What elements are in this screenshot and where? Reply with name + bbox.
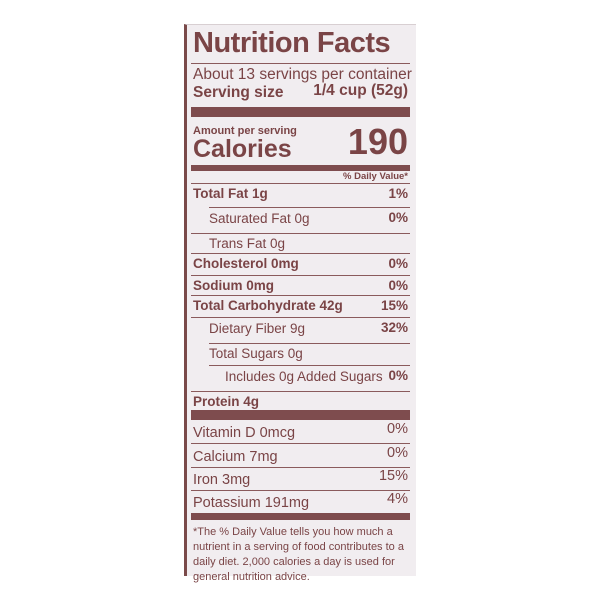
nutrient-daily-value: 32%	[380, 320, 408, 335]
vitamin-name: Potassium 191mg	[193, 495, 310, 511]
vitamin-daily-value: 15%	[378, 468, 408, 484]
nutrient-name: Sodium 0mg	[193, 278, 275, 293]
nutrient-name: Includes 0g Added Sugars	[225, 369, 383, 384]
thick-divider	[191, 410, 410, 420]
nutrient-daily-value: 1%	[388, 186, 408, 201]
servings-per-container: About 13 servings per container	[193, 66, 412, 83]
nutrient-daily-value: 0%	[388, 210, 408, 225]
nutrient-daily-value: 15%	[380, 298, 408, 313]
nutrient-name: Total Fat 1g	[193, 186, 268, 201]
nutrient-name: Protein 4g	[193, 394, 260, 409]
vitamin-daily-value: 0%	[387, 445, 408, 461]
nutrient-name: Saturated Fat 0g	[209, 211, 310, 226]
nutrition-facts-label: Nutrition Facts About 13 servings per co…	[184, 24, 416, 583]
medium-divider	[191, 165, 410, 171]
serving-size-label: Serving size	[193, 84, 284, 101]
nutrient-name: Cholesterol 0mg	[193, 256, 299, 271]
vitamin-name: Vitamin D 0mcg	[193, 425, 296, 441]
amount-per-serving: Amount per serving	[193, 125, 297, 137]
vitamin-name: Calcium 7mg	[193, 449, 278, 465]
daily-value-header: % Daily Value*	[343, 171, 408, 182]
serving-size-value: 1/4 cup (52g)	[313, 82, 408, 99]
thick-divider	[191, 107, 410, 117]
nutrient-name: Total Sugars 0g	[209, 346, 303, 361]
nutrient-daily-value: 0%	[388, 278, 408, 293]
nutrient-daily-value: 0%	[388, 256, 408, 271]
medium-divider	[191, 513, 410, 520]
calories-value: 190	[347, 121, 408, 162]
vitamin-name: Iron 3mg	[193, 472, 251, 488]
nutrient-name: Dietary Fiber 9g	[209, 321, 306, 336]
label-title: Nutrition Facts	[193, 27, 391, 59]
vitamin-daily-value: 0%	[387, 421, 408, 437]
vitamin-daily-value: 4%	[387, 491, 408, 507]
nutrient-daily-value: 0%	[388, 368, 408, 383]
nutrient-name: Trans Fat 0g	[209, 236, 286, 251]
nutrient-name: Total Carbohydrate 42g	[193, 298, 343, 313]
calories-label: Calories	[193, 135, 292, 163]
footnote: *The % Daily Value tells you how much a …	[193, 526, 404, 583]
